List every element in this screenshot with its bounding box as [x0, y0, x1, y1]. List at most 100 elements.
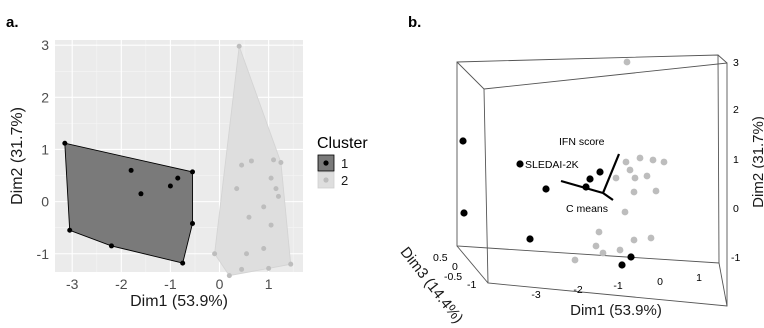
- point-cluster-2: [626, 166, 634, 174]
- z3d-axis-title: Dim3 (14.4%): [397, 244, 467, 327]
- legend-point-1: [323, 160, 329, 166]
- point-cluster-2: [248, 158, 254, 164]
- z3d-tick: -1: [467, 279, 476, 291]
- y3d-tick-labels: 3 2 1 0 -1: [731, 57, 740, 264]
- x-tick-label: -3: [66, 276, 79, 292]
- point-cluster-1: [167, 183, 173, 189]
- point-cluster-2: [592, 242, 600, 250]
- point-cluster-2: [239, 162, 245, 168]
- point-cluster-1: [526, 235, 534, 243]
- point-cluster-2: [261, 204, 267, 210]
- biplot-vectors: [560, 153, 621, 201]
- point-cluster-1: [190, 169, 196, 175]
- x3d-tick: -1: [613, 280, 622, 292]
- edge: [717, 54, 728, 64]
- y-tick-label: -1: [37, 246, 50, 262]
- point-cluster-2: [234, 186, 240, 192]
- y-tick-label: 3: [41, 37, 49, 53]
- point-cluster-2: [261, 246, 267, 252]
- point-cluster-2: [652, 187, 660, 195]
- y3d-tick: 2: [733, 104, 739, 116]
- annotation-ifn-score: IFN score: [559, 136, 605, 148]
- x3d-tick-labels: -3 -2 -1 0 1: [531, 272, 702, 301]
- point-cluster-1: [62, 140, 68, 146]
- legend-title: Cluster: [317, 135, 368, 152]
- point-cluster-1: [586, 175, 594, 183]
- point-cluster-1: [460, 209, 468, 217]
- panel-b: b. 3 2 1 0 -1 -3 -2 -1 0 1: [397, 14, 764, 327]
- point-cluster-2: [212, 251, 218, 257]
- point-cluster-2: [612, 174, 620, 182]
- panel-a: a. -3 -2 -1 0 1 -1 0 1 2 3 Dim1 (53.9%) Dim2 (31…: [6, 14, 368, 310]
- z3d-tick: 0: [452, 261, 458, 273]
- y-axis-title: Dim2 (31.7%): [9, 107, 26, 205]
- point-cluster-2: [268, 175, 274, 181]
- point-cluster-2: [649, 156, 657, 164]
- y3d-tick: -1: [731, 252, 740, 264]
- data-points: [62, 43, 294, 279]
- edge: [456, 61, 485, 90]
- legend: Cluster 1 2: [317, 135, 368, 189]
- point-cluster-1: [138, 191, 144, 197]
- y3d-tick: 1: [733, 154, 739, 166]
- edge: [456, 245, 489, 284]
- point-cluster-1: [190, 221, 196, 227]
- point-cluster-2: [621, 208, 629, 216]
- y3d-tick: 3: [733, 57, 739, 69]
- x-tick-labels: -3 -2 -1 0 1: [66, 276, 273, 292]
- z3d-tick-labels: 0.5 0 -0.5 -1: [433, 252, 476, 291]
- edge: [718, 262, 728, 307]
- x3d-tick: 0: [657, 276, 663, 288]
- point-cluster-2: [643, 172, 651, 180]
- point-cluster-2: [244, 251, 250, 257]
- point-cluster-2: [271, 157, 277, 163]
- point-cluster-2: [647, 234, 655, 242]
- sledai-vector: [560, 179, 604, 195]
- point-cluster-1: [627, 253, 635, 261]
- y3d-tick: 0: [733, 203, 739, 215]
- plot-3d-box: [456, 54, 728, 307]
- point-cluster-2: [268, 222, 274, 228]
- panel-b-label: b.: [408, 14, 421, 31]
- panel-a-label: a.: [6, 14, 19, 31]
- x3d-tick: 1: [696, 272, 702, 284]
- point-cluster-1: [582, 183, 590, 191]
- point-cluster-2: [236, 43, 242, 49]
- x3d-tick: -2: [573, 284, 582, 296]
- point-cluster-2: [630, 236, 638, 244]
- point-cluster-2: [616, 246, 624, 254]
- x-tick-label: -2: [115, 276, 128, 292]
- point-cluster-2: [599, 249, 607, 257]
- point-cluster-1: [542, 185, 550, 193]
- y-tick-label: 0: [41, 194, 49, 210]
- point-cluster-1: [108, 243, 114, 249]
- y-tick-label: 2: [41, 89, 49, 105]
- x3d-tick: -3: [531, 289, 540, 301]
- point-cluster-2: [288, 261, 294, 267]
- y-tick-labels: -1 0 1 2 3: [37, 37, 50, 262]
- point-cluster-2: [631, 174, 639, 182]
- z3d-tick: 0.5: [433, 252, 448, 264]
- point-cluster-2: [239, 266, 245, 272]
- ifn-score-vector: [601, 153, 621, 194]
- point-cluster-2: [630, 188, 638, 196]
- point-cluster-2: [266, 265, 272, 271]
- point-cluster-2: [595, 228, 603, 236]
- point-cluster-2: [636, 154, 644, 162]
- point-cluster-2: [622, 158, 630, 166]
- legend-label-1: 1: [341, 156, 348, 171]
- point-cluster-1: [596, 168, 604, 176]
- annotation-c-means: C means: [566, 203, 608, 215]
- z3d-tick: -0.5: [444, 271, 462, 283]
- x3d-axis-title: Dim1 (53.9%): [570, 302, 662, 319]
- point-cluster-2: [226, 273, 232, 279]
- c-means-vector: [602, 192, 614, 201]
- x-tick-label: 1: [265, 276, 273, 292]
- point-cluster-1: [67, 227, 73, 233]
- point-cluster-2: [275, 193, 281, 199]
- point-cluster-2: [246, 214, 252, 220]
- y3d-axis-title: Dim2 (31.7%): [750, 116, 764, 208]
- back-face: [456, 54, 720, 264]
- y-tick-label: 1: [41, 141, 49, 157]
